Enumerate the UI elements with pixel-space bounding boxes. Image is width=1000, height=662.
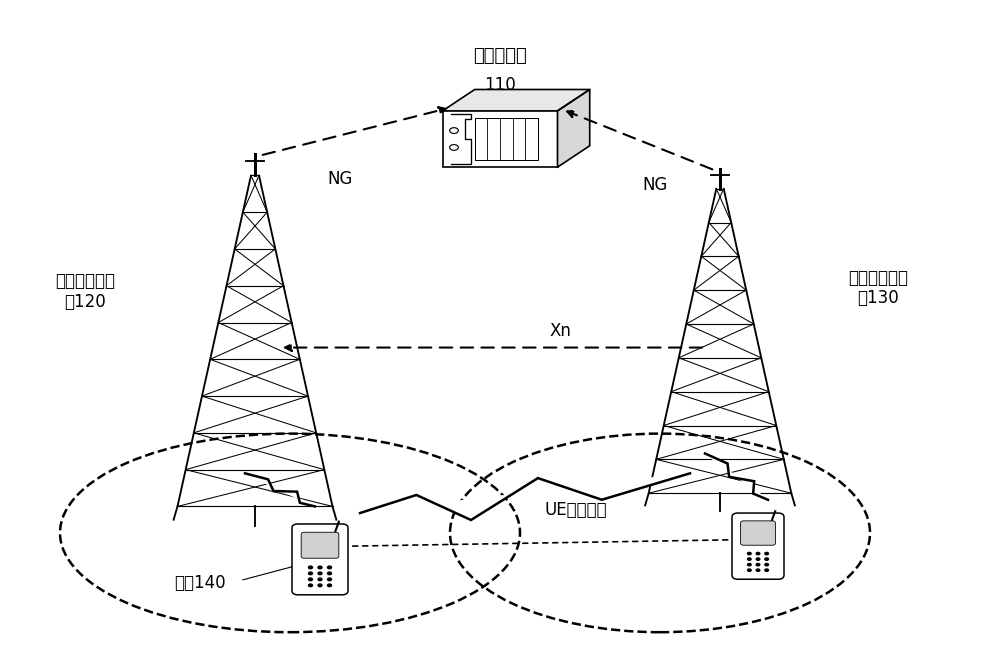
Circle shape	[748, 552, 751, 555]
Text: Xn: Xn	[549, 322, 571, 340]
Circle shape	[765, 558, 768, 560]
Circle shape	[756, 569, 760, 571]
Circle shape	[308, 566, 312, 569]
Text: NG: NG	[642, 176, 668, 195]
Circle shape	[748, 558, 751, 560]
Circle shape	[328, 584, 332, 587]
Circle shape	[308, 578, 312, 581]
Circle shape	[450, 144, 458, 150]
FancyBboxPatch shape	[301, 532, 339, 558]
Circle shape	[318, 572, 322, 575]
Polygon shape	[360, 473, 690, 520]
Circle shape	[756, 558, 760, 560]
Text: UE移动路径: UE移动路径	[545, 500, 608, 519]
Text: NG: NG	[327, 169, 353, 188]
FancyBboxPatch shape	[732, 513, 784, 579]
Circle shape	[748, 569, 751, 571]
Circle shape	[318, 584, 322, 587]
FancyBboxPatch shape	[292, 524, 348, 595]
Circle shape	[308, 584, 312, 587]
Circle shape	[765, 552, 768, 555]
Circle shape	[748, 563, 751, 566]
Circle shape	[308, 572, 312, 575]
Circle shape	[318, 566, 322, 569]
Circle shape	[328, 572, 332, 575]
Circle shape	[450, 128, 458, 134]
Text: 终端140: 终端140	[174, 573, 226, 592]
Polygon shape	[245, 473, 315, 506]
Bar	[475, 118, 538, 160]
Text: 第二接入网设
备130: 第二接入网设 备130	[848, 269, 908, 307]
Circle shape	[765, 563, 768, 566]
Polygon shape	[705, 453, 768, 500]
FancyBboxPatch shape	[741, 521, 775, 545]
Text: 110: 110	[484, 75, 516, 94]
Circle shape	[756, 552, 760, 555]
Text: 核心网设备: 核心网设备	[473, 47, 527, 66]
Circle shape	[756, 563, 760, 566]
Circle shape	[328, 578, 332, 581]
Circle shape	[318, 578, 322, 581]
Polygon shape	[442, 89, 590, 111]
Text: 第一接入网设
备120: 第一接入网设 备120	[55, 272, 115, 310]
Circle shape	[328, 566, 332, 569]
Bar	[442, 111, 558, 167]
Circle shape	[765, 569, 768, 571]
Polygon shape	[558, 89, 590, 167]
